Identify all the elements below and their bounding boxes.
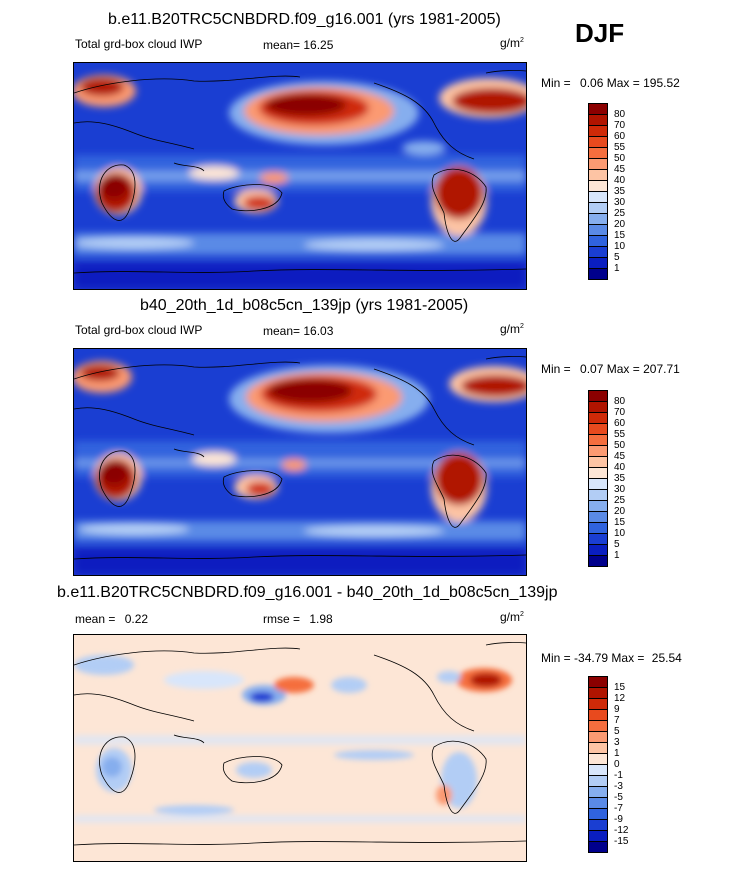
panel3-rmse-value: 1.98 [309, 612, 333, 626]
panel3-colorbar-tick: 5 [614, 726, 620, 737]
panel1-colorbar-tick: 45 [614, 164, 626, 175]
panel3-colorbar-tick: -3 [614, 781, 623, 792]
panel3-title: b.e11.B20TRC5CNBDRD.f09_g16.001 - b40_20… [57, 584, 558, 601]
panel2-colorbar-tick: 1 [614, 550, 620, 561]
panel3-colorbar-tick: 7 [614, 715, 620, 726]
panel1-min-label: Min = [541, 76, 571, 90]
panel2-map [73, 348, 527, 576]
panel1-colorbar-tick: 10 [614, 241, 626, 252]
panel3-min-value: -34.79 [574, 651, 609, 665]
panel1-map [73, 62, 527, 290]
panel2-colorbar-tick: 5 [614, 539, 620, 550]
panel3-map [73, 634, 527, 862]
panel2-minmax: Min = 0.07 Max = 207.71 [541, 362, 680, 376]
panel3-colorbar-tick: 3 [614, 737, 620, 748]
panel1-colorbar-tick: 30 [614, 197, 626, 208]
panel1-mean-label: mean= [263, 38, 301, 52]
panel2-variable-label: Total grd-box cloud IWP [75, 323, 203, 337]
panel2-max-value: 207.71 [643, 362, 680, 376]
panel1-colorbar-tick: 25 [614, 208, 626, 219]
panel2-colorbar-tick: 15 [614, 517, 626, 528]
panel2-units: g/m2 [500, 322, 524, 336]
panel2-colorbar-tick: 20 [614, 506, 626, 517]
panel3-max-label: Max = [611, 651, 645, 665]
panel1-colorbar-tick: 55 [614, 142, 626, 153]
panel2-colorbar-tick: 80 [614, 396, 626, 407]
panel3-colorbar-tick: -12 [614, 825, 629, 836]
season-label: DJF [575, 18, 625, 48]
panel1-variable-label: Total grd-box cloud IWP [75, 37, 203, 51]
panel3-max-value: 25.54 [651, 651, 682, 665]
panel1-colorbar-tick: 50 [614, 153, 626, 164]
panel2-colorbar: 80 70 60 55 50 45 40 35 30 25 20 15 10 5… [588, 390, 678, 570]
panel1-title: b.e11.B20TRC5CNBDRD.f09_g16.001 (yrs 198… [108, 11, 501, 28]
panel1-colorbar-tick: 35 [614, 186, 626, 197]
panel2-colorbar-tick: 40 [614, 462, 626, 473]
panel1-colorbar: 80 70 60 55 50 45 40 35 30 25 20 15 10 5… [588, 103, 678, 283]
panel1-min-value: 0.06 [580, 76, 604, 90]
panel3-colorbar-tick: 1 [614, 748, 620, 759]
panel2-colorbar-tick: 30 [614, 484, 626, 495]
panel3-colorbar-swatch [588, 841, 608, 853]
panel1-max-value: 195.52 [643, 76, 680, 90]
panel1-max-label: Max = [606, 76, 640, 90]
panel3-colorbar-tick: 12 [614, 693, 626, 704]
panel1-minmax: Min = 0.06 Max = 195.52 [541, 76, 680, 90]
panel1-mean-value: 16.25 [303, 38, 334, 52]
panel2-min-label: Min = [541, 362, 571, 376]
panel3-mean: mean = 0.22 [75, 612, 148, 626]
panel1-colorbar-tick: 20 [614, 219, 626, 230]
panel3-colorbar-tick: -15 [614, 836, 629, 847]
panel3-mean-label: mean = [75, 612, 116, 626]
panel2-colorbar-tick: 10 [614, 528, 626, 539]
panel1-colorbar-tick: 1 [614, 263, 620, 274]
panel2-min-value: 0.07 [580, 362, 604, 376]
panel3-colorbar-tick: -7 [614, 803, 623, 814]
panel2-colorbar-tick: 70 [614, 407, 626, 418]
panel3-units: g/m2 [500, 610, 524, 624]
panel2-colorbar-tick: 45 [614, 451, 626, 462]
panel1-colorbar-tick: 5 [614, 252, 620, 263]
panel2-colorbar-tick: 25 [614, 495, 626, 506]
panel3-min-label: Min = [541, 651, 571, 665]
panel3-colorbar-tick: -9 [614, 814, 623, 825]
panel1-colorbar-tick: 70 [614, 120, 626, 131]
panel2-max-label: Max = [606, 362, 640, 376]
panel3-colorbar: 15 12 9 7 5 3 1 0 -1 -3 -5 -7 -9 -12 -15 [588, 676, 678, 856]
panel3-colorbar-tick: 15 [614, 682, 626, 693]
panel1-colorbar-tick: 80 [614, 109, 626, 120]
panel2-colorbar-tick: 35 [614, 473, 626, 484]
panel3-colorbar-tick: 0 [614, 759, 620, 770]
panel2-colorbar-tick: 60 [614, 418, 626, 429]
panel2-mean-label: mean= [263, 324, 301, 338]
panel3-rmse: rmse = 1.98 [263, 612, 333, 626]
panel2-colorbar-tick: 55 [614, 429, 626, 440]
panel3-colorbar-tick: 9 [614, 704, 620, 715]
panel2-mean: mean= 16.03 [263, 324, 333, 338]
panel1-colorbar-tick: 15 [614, 230, 626, 241]
panel1-colorbar-tick: 40 [614, 175, 626, 186]
panel3-map-field [74, 635, 526, 861]
panel1-colorbar-swatch [588, 268, 608, 280]
panel2-mean-value: 16.03 [303, 324, 334, 338]
panel1-map-field [74, 63, 526, 289]
panel3-mean-value: 0.22 [124, 612, 149, 626]
panel1-mean: mean= 16.25 [263, 38, 333, 52]
panel2-title: b40_20th_1d_b08c5cn_139jp (yrs 1981-2005… [140, 297, 469, 314]
panel3-minmax: Min = -34.79 Max = 25.54 [541, 651, 682, 665]
panel1-colorbar-tick: 60 [614, 131, 626, 142]
panel2-map-field [74, 349, 526, 575]
panel3-colorbar-tick: -1 [614, 770, 623, 781]
panel3-colorbar-tick: -5 [614, 792, 623, 803]
panel1-units: g/m2 [500, 36, 524, 50]
panel2-colorbar-tick: 50 [614, 440, 626, 451]
panel2-colorbar-swatch [588, 555, 608, 567]
panel3-rmse-label: rmse = [263, 612, 301, 626]
